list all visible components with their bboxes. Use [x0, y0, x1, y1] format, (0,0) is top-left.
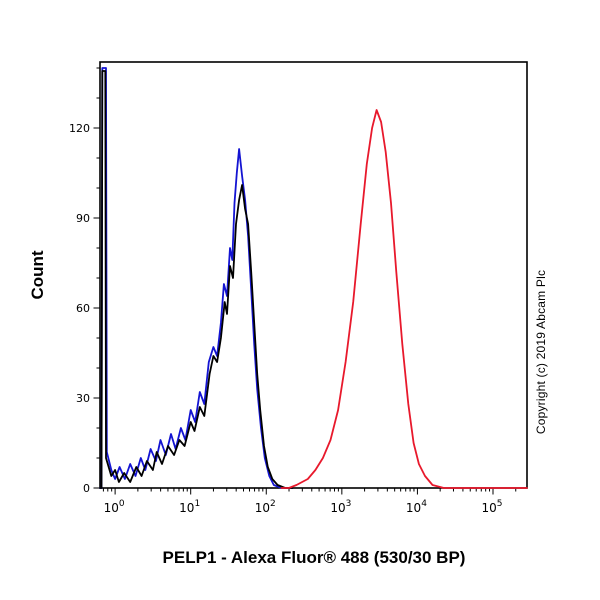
- y-tick-label: 120: [69, 122, 90, 135]
- copyright-text: Copyright (c) 2019 Abcam Plc: [534, 269, 548, 435]
- x-tick-label: 102: [255, 499, 276, 515]
- x-tick-label: 100: [104, 499, 125, 515]
- y-tick-label: 90: [76, 212, 90, 225]
- x-tick-label: 104: [406, 499, 427, 515]
- series-black: [99, 70, 294, 489]
- x-axis-title: PELP1 - Alexa Fluor® 488 (530/30 BP): [162, 548, 466, 567]
- y-tick-label: 30: [76, 392, 90, 405]
- series-red: [280, 109, 528, 489]
- y-tick-label: 60: [76, 302, 90, 315]
- x-tick-label: 101: [179, 499, 200, 515]
- series-blue: [99, 67, 294, 489]
- y-tick-label: 0: [83, 482, 90, 495]
- y-axis-label: Count: [28, 250, 47, 300]
- x-tick-label: 105: [481, 499, 502, 515]
- x-tick-label: 103: [330, 499, 351, 515]
- plot-frame: [99, 61, 528, 489]
